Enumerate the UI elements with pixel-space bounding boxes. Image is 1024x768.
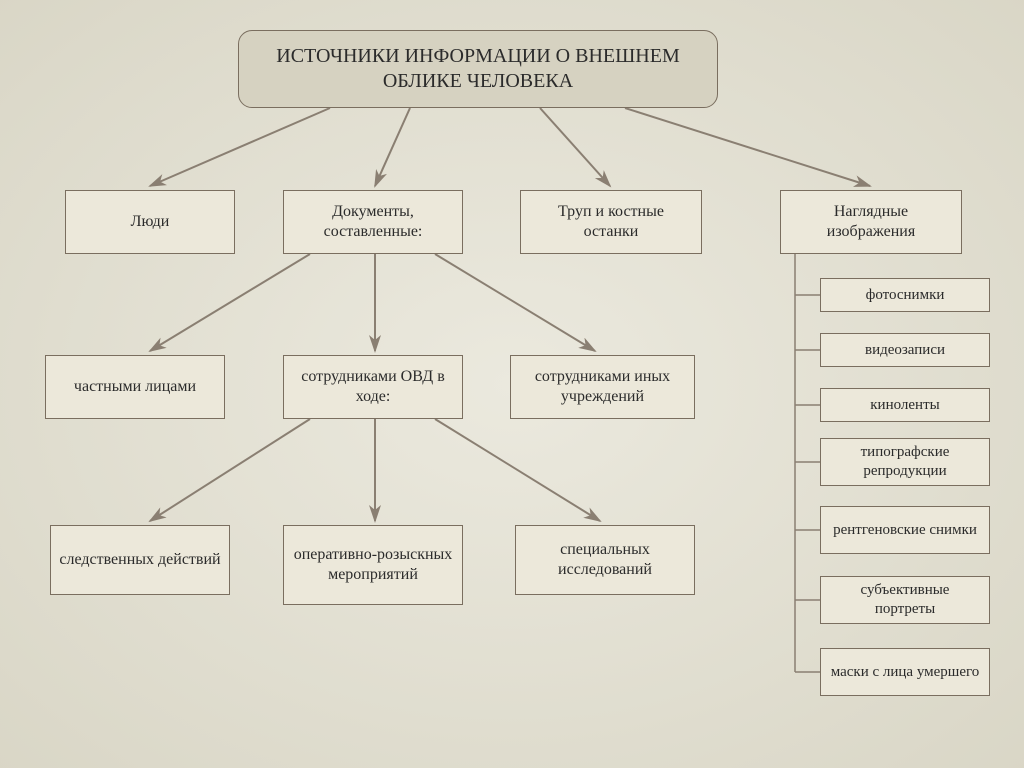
node-operational-search: оперативно-розыскных мероприятий (283, 525, 463, 605)
node-visual-images: Наглядные изображения (780, 190, 962, 254)
visual-list-item: видеозаписи (820, 333, 990, 367)
diagram-canvas: ИСТОЧНИКИ ИНФОРМАЦИИ О ВНЕШНЕМ ОБЛИКЕ ЧЕ… (0, 0, 1024, 768)
visual-list-item: фотоснимки (820, 278, 990, 312)
node-documents: Документы, составленные: (283, 190, 463, 254)
node-investigative-actions: следственных действий (50, 525, 230, 595)
node-ovd-staff: сотрудниками ОВД в ходе: (283, 355, 463, 419)
visual-list-item: субъективные портреты (820, 576, 990, 624)
node-special-research: специальных исследований (515, 525, 695, 595)
visual-list-item: маски с лица умершего (820, 648, 990, 696)
diagram-title-text: ИСТОЧНИКИ ИНФОРМАЦИИ О ВНЕШНЕМ ОБЛИКЕ ЧЕ… (247, 44, 709, 94)
node-corpse: Труп и костные останки (520, 190, 702, 254)
diagram-title: ИСТОЧНИКИ ИНФОРМАЦИИ О ВНЕШНЕМ ОБЛИКЕ ЧЕ… (238, 30, 718, 108)
node-people: Люди (65, 190, 235, 254)
node-other-institutions: сотрудниками иных учреждений (510, 355, 695, 419)
visual-list-item: типографские репродукции (820, 438, 990, 486)
visual-list-item: киноленты (820, 388, 990, 422)
node-private-persons: частными лицами (45, 355, 225, 419)
visual-list-item: рентгеновские снимки (820, 506, 990, 554)
